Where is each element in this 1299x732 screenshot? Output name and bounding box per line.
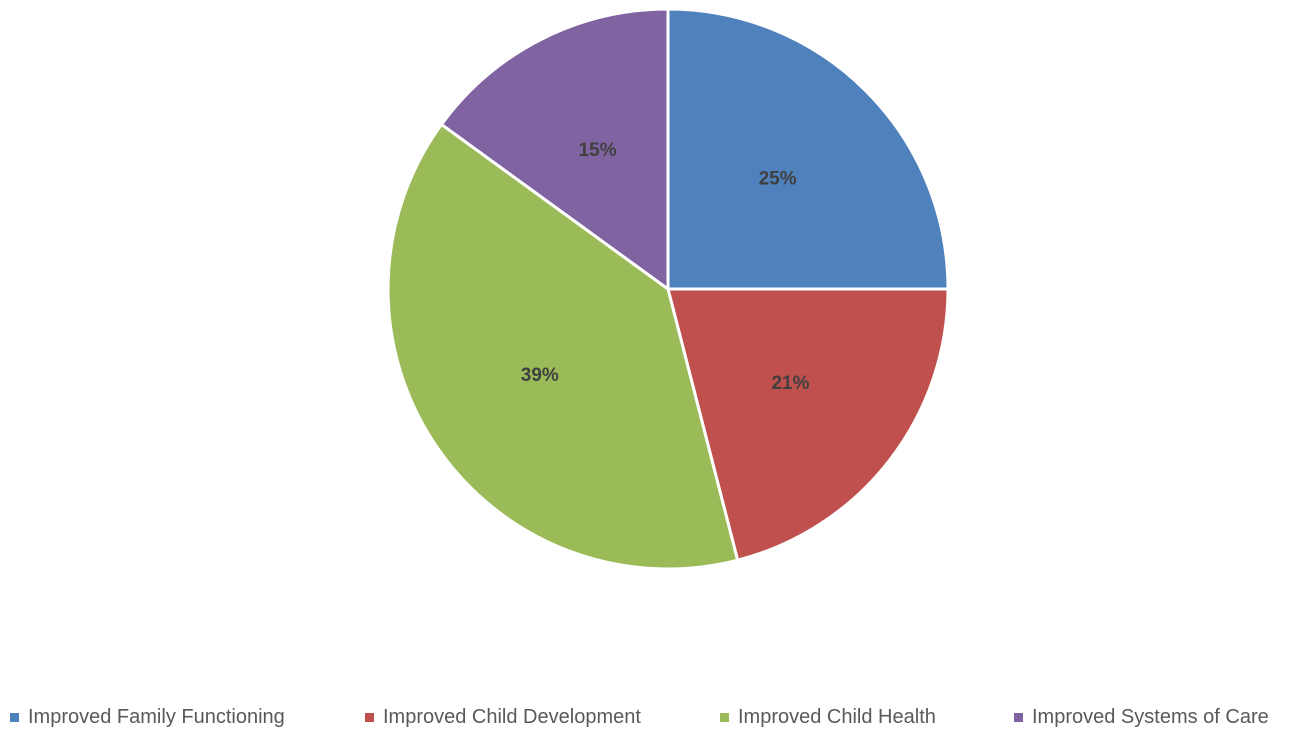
pie-slice-child-health: [386, 122, 740, 571]
data-label-child-development: 21%: [771, 373, 809, 394]
legend-label: Improved Child Health: [738, 706, 936, 728]
legend-label: Improved Systems of Care: [1032, 706, 1269, 728]
data-label-child-health: 39%: [521, 365, 559, 386]
data-label-family-functioning: 25%: [759, 168, 797, 189]
legend-item-systems-of-care: Improved Systems of Care: [1014, 706, 1269, 729]
legend-label: Improved Child Development: [383, 706, 641, 728]
legend-label: Improved Family Functioning: [28, 706, 285, 728]
legend-swatch: [720, 713, 729, 722]
legend-item-child-health: Improved Child Health: [720, 706, 936, 729]
pie-slice-child-development: [666, 287, 950, 563]
legend-swatch: [10, 713, 19, 722]
pie-slice-family-functioning: [666, 7, 950, 291]
pie-slice-systems-of-care: [439, 7, 670, 292]
legend-swatch: [1014, 713, 1023, 722]
legend-item-family-functioning: Improved Family Functioning: [10, 706, 285, 729]
data-label-systems-of-care: 15%: [579, 140, 617, 161]
legend-swatch: [365, 713, 374, 722]
legend-item-child-development: Improved Child Development: [365, 706, 641, 729]
pie-data-labels: 25% 21% 39% 15%: [521, 140, 810, 394]
chart-legend: Improved Family Functioning Improved Chi…: [0, 706, 1299, 732]
pie-slices: [386, 7, 950, 571]
